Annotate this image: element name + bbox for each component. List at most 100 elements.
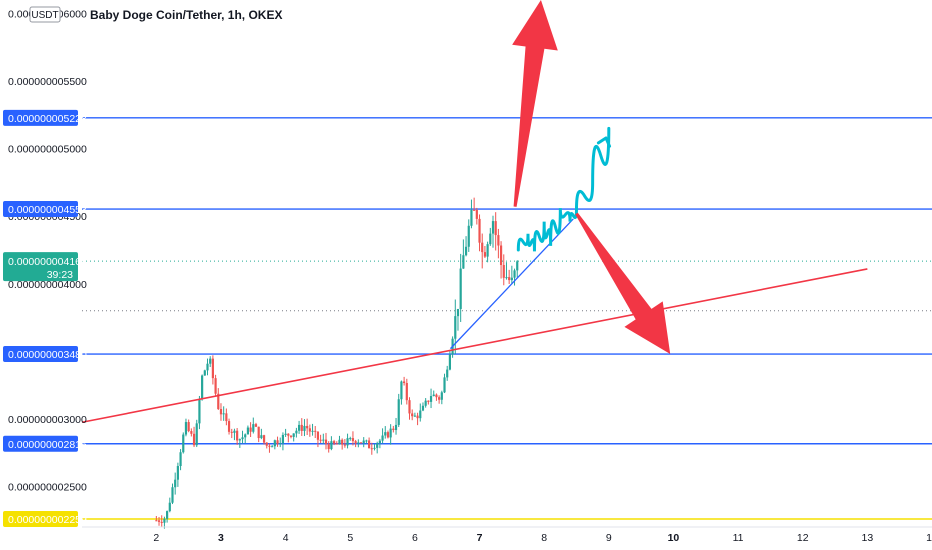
y-tick-label: 0.000000002500	[8, 481, 87, 493]
candle-body	[341, 439, 344, 445]
candle-body	[201, 375, 204, 400]
candle-body	[464, 246, 468, 256]
candle	[206, 358, 209, 376]
candle	[219, 403, 223, 421]
candle	[179, 449, 182, 471]
candle	[497, 228, 500, 259]
candle-body	[222, 413, 225, 415]
projected-price-path	[516, 126, 611, 252]
candle	[192, 426, 196, 448]
candle	[233, 428, 236, 441]
candle-body	[448, 354, 452, 370]
candle-body	[378, 440, 381, 444]
candle	[252, 417, 255, 434]
candle	[400, 380, 403, 405]
candle	[236, 428, 239, 445]
candle-body	[435, 394, 438, 398]
candle-body	[494, 221, 497, 236]
candle-body	[289, 435, 293, 437]
candle	[297, 420, 301, 434]
candle	[306, 418, 309, 436]
candle-body	[502, 265, 505, 278]
candle-body	[252, 424, 255, 432]
candle-body	[359, 442, 363, 444]
candle	[322, 433, 325, 444]
candle-body	[462, 255, 465, 269]
candle-body	[400, 381, 403, 400]
candle-body	[284, 433, 287, 435]
candle-body	[403, 381, 406, 384]
candle	[359, 442, 363, 444]
candle-body	[365, 440, 368, 442]
candle	[365, 439, 368, 444]
candle	[389, 424, 392, 445]
candle-body	[211, 358, 214, 379]
candle-body	[155, 520, 158, 522]
candle-body	[459, 268, 462, 309]
candle	[271, 445, 274, 448]
price-level-badge	[3, 109, 78, 126]
candle	[373, 443, 376, 451]
y-tick-label: 0.000000004000	[8, 279, 87, 291]
candle	[324, 432, 328, 450]
candle-body	[287, 433, 290, 436]
current-price-label: 0.000000004168	[8, 256, 87, 268]
candle	[513, 268, 516, 286]
candle	[187, 419, 190, 433]
candle-body	[351, 438, 355, 442]
candle	[157, 516, 161, 526]
candle	[357, 439, 360, 448]
candle	[330, 436, 333, 451]
candle	[467, 219, 470, 252]
candle-body	[268, 445, 271, 447]
candle	[432, 390, 435, 397]
currency-badge[interactable]: USDT	[29, 6, 61, 23]
candle-body	[227, 421, 231, 432]
candle-body	[475, 210, 478, 219]
candle-body	[338, 439, 341, 445]
candle-body	[411, 413, 414, 417]
candle-body	[373, 447, 376, 449]
candle-body	[244, 434, 247, 438]
candle-body	[486, 244, 489, 257]
candle-body	[467, 225, 470, 247]
candle-body	[346, 438, 349, 446]
candle	[446, 365, 449, 381]
candle	[370, 442, 373, 455]
candle-body	[429, 396, 433, 402]
x-tick-label: 11	[733, 532, 744, 544]
candle	[419, 403, 422, 422]
candle	[481, 233, 484, 269]
annotations	[81, 0, 868, 424]
y-tick-label: 0.000000005500	[8, 76, 87, 88]
countdown-label: 39:23	[47, 269, 73, 281]
candle-body	[416, 415, 419, 419]
x-tick-label: 7	[477, 532, 483, 544]
projected-path-arrowhead	[596, 136, 612, 148]
candle-body	[454, 316, 457, 339]
candle-body	[279, 443, 282, 445]
candle-body	[174, 479, 177, 488]
candle	[195, 419, 198, 448]
candle-body	[292, 433, 295, 437]
candle-body	[516, 261, 519, 271]
candle	[411, 409, 414, 421]
y-axis[interactable]: 0.0000000060000.0000000055000.0000000050…	[3, 9, 87, 528]
candle-body	[413, 415, 416, 417]
candle	[260, 428, 263, 440]
candle	[198, 395, 201, 430]
x-axis[interactable]: 2 3 4 5 6 7 8 9 10 11 12 13 14	[82, 526, 932, 544]
candle-body	[195, 423, 198, 446]
candle	[168, 497, 171, 513]
candle-body	[254, 424, 258, 427]
candle	[281, 432, 285, 451]
price-level-badge	[3, 346, 78, 363]
candle	[295, 427, 298, 438]
candle-body	[362, 440, 365, 444]
candle-body	[376, 443, 379, 448]
candle	[438, 395, 441, 404]
candle	[386, 430, 390, 439]
candle-body	[421, 405, 425, 411]
candle-body	[499, 245, 503, 266]
